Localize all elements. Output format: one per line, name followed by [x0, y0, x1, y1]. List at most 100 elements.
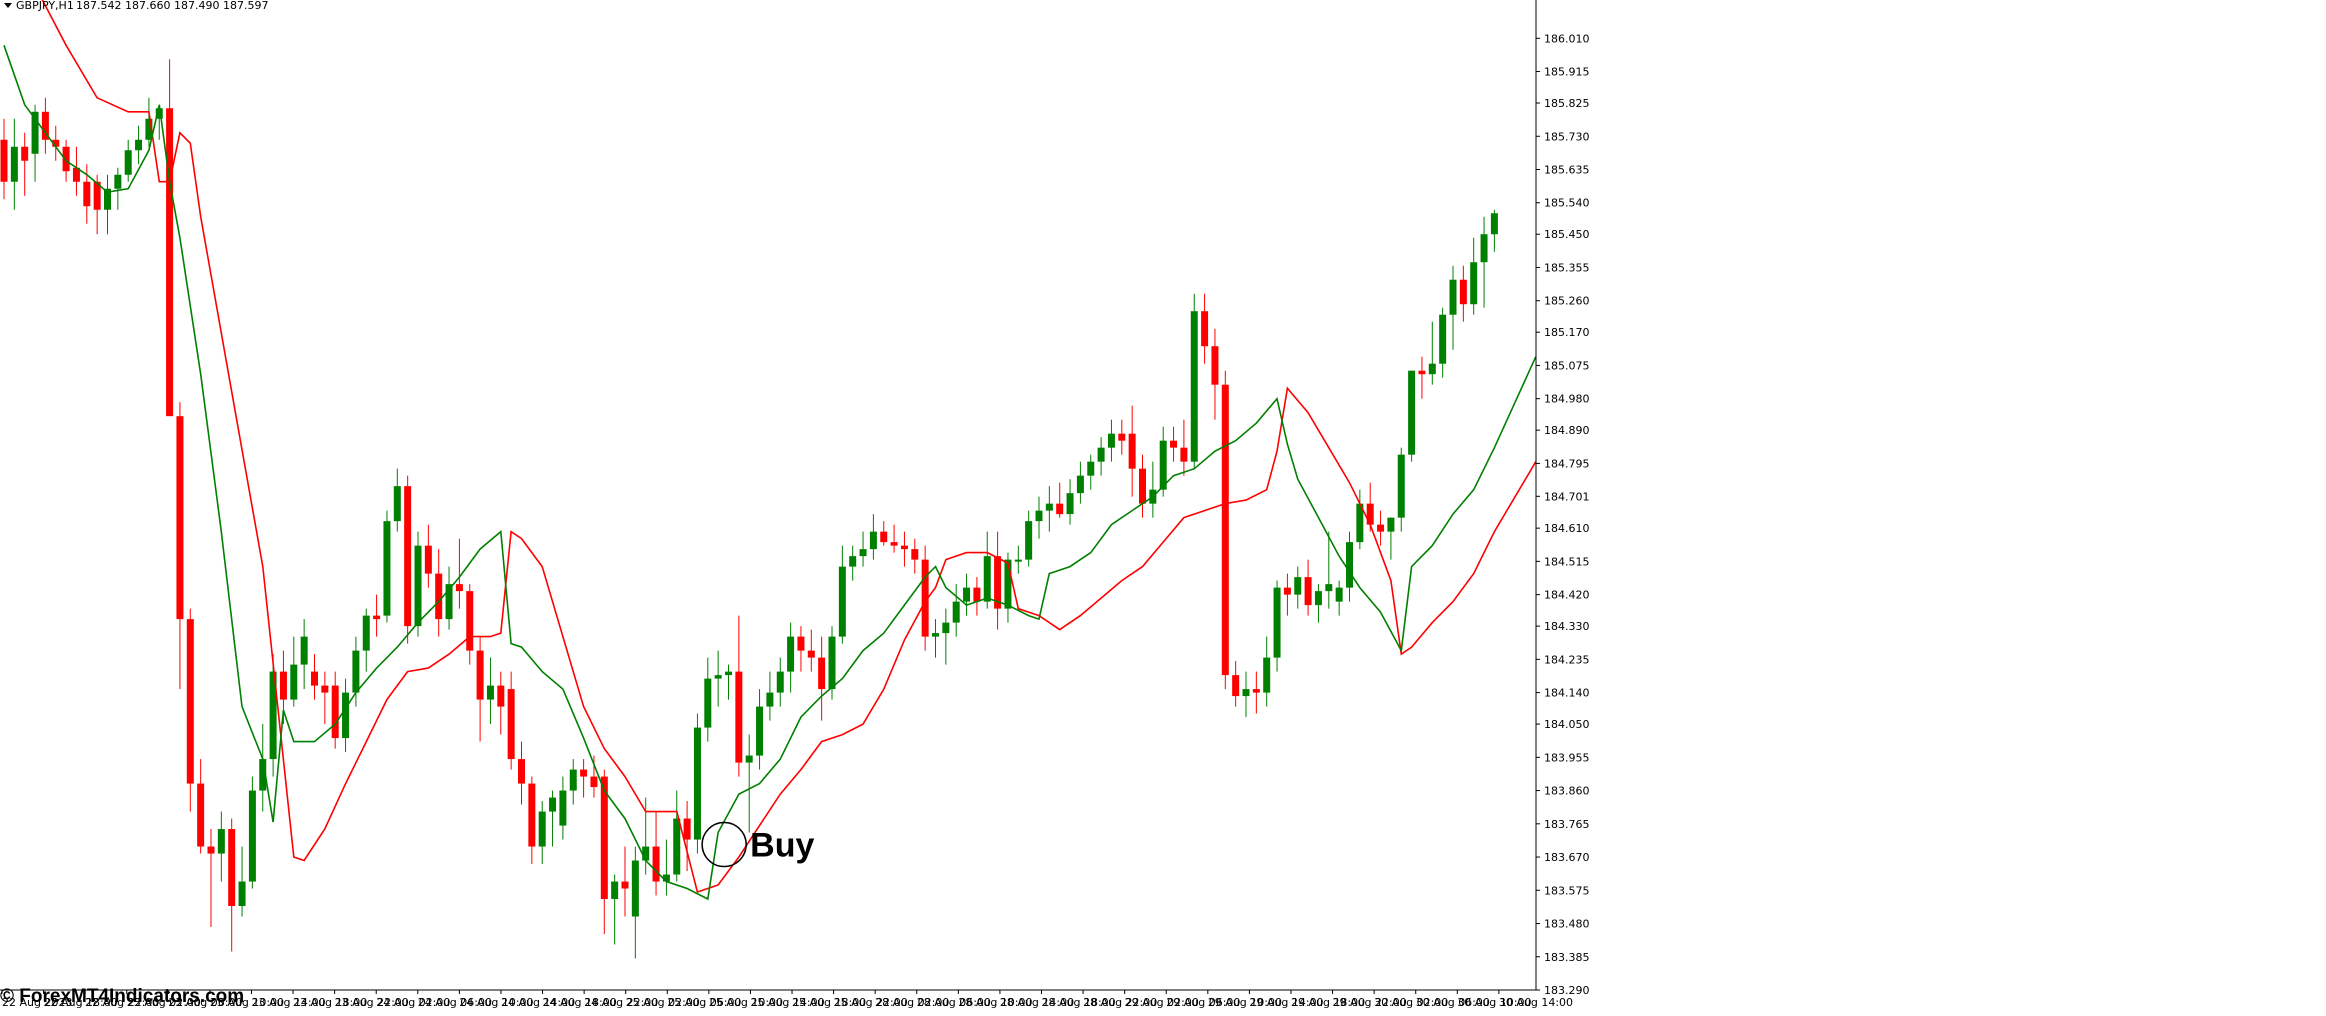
candle[interactable]: [1035, 496, 1043, 539]
candle[interactable]: [290, 636, 298, 707]
candle[interactable]: [135, 125, 143, 165]
candle[interactable]: [1211, 328, 1219, 420]
candle[interactable]: [849, 545, 857, 581]
candle[interactable]: [1397, 447, 1405, 532]
candle[interactable]: [238, 846, 246, 917]
candle[interactable]: [1480, 216, 1488, 308]
candle[interactable]: [507, 671, 515, 770]
candle[interactable]: [486, 657, 494, 725]
candle[interactable]: [611, 874, 619, 945]
candle[interactable]: [72, 146, 80, 196]
candle[interactable]: [693, 713, 701, 854]
candle[interactable]: [518, 741, 525, 805]
candle[interactable]: [600, 769, 608, 935]
candle[interactable]: [114, 167, 122, 210]
candle[interactable]: [745, 734, 753, 833]
candle[interactable]: [41, 97, 49, 154]
candle[interactable]: [1325, 531, 1333, 609]
candle[interactable]: [714, 650, 722, 707]
price-axis[interactable]: 186.010 185.915 185.825 185.730 185.635 185.5…: [0, 0, 1590, 997]
candle[interactable]: [735, 615, 743, 777]
candle[interactable]: [973, 577, 981, 616]
candle[interactable]: [1294, 566, 1302, 609]
candle[interactable]: [1025, 510, 1033, 567]
candle[interactable]: [932, 619, 939, 658]
candle[interactable]: [166, 59, 174, 417]
candle[interactable]: [1252, 671, 1260, 714]
candle[interactable]: [890, 524, 898, 553]
candle[interactable]: [269, 654, 277, 777]
candle[interactable]: [952, 584, 960, 637]
candle[interactable]: [321, 671, 329, 725]
candle[interactable]: [569, 759, 577, 805]
candle[interactable]: [176, 402, 184, 690]
candle[interactable]: [424, 524, 432, 588]
candle[interactable]: [1190, 293, 1198, 469]
candle[interactable]: [911, 538, 919, 574]
candle[interactable]: [0, 118, 8, 200]
candle[interactable]: [1170, 426, 1178, 462]
candle[interactable]: [797, 626, 805, 672]
candle[interactable]: [331, 671, 339, 749]
candle[interactable]: [807, 629, 815, 672]
candle[interactable]: [869, 514, 877, 560]
candle[interactable]: [466, 584, 474, 665]
candle[interactable]: [766, 671, 774, 721]
candle[interactable]: [21, 132, 29, 196]
candle[interactable]: [404, 475, 412, 644]
candle[interactable]: [683, 801, 691, 872]
candle[interactable]: [1387, 517, 1395, 560]
candle[interactable]: [435, 549, 443, 637]
candle[interactable]: [362, 608, 370, 672]
candle[interactable]: [1180, 419, 1188, 476]
candle[interactable]: [186, 608, 194, 812]
candle[interactable]: [311, 654, 318, 700]
candle[interactable]: [104, 174, 111, 235]
candle[interactable]: [124, 139, 132, 182]
candle[interactable]: [983, 531, 991, 609]
candle[interactable]: [1470, 237, 1478, 315]
candle[interactable]: [1066, 479, 1074, 525]
candle[interactable]: [1242, 671, 1250, 718]
candle[interactable]: [352, 636, 360, 707]
candle[interactable]: [1418, 356, 1426, 399]
candle[interactable]: [1459, 265, 1467, 322]
candle[interactable]: [1128, 405, 1136, 497]
candle[interactable]: [1221, 370, 1229, 690]
candle[interactable]: [197, 759, 205, 854]
candle[interactable]: [1056, 482, 1064, 518]
candle[interactable]: [259, 724, 267, 812]
candle[interactable]: [631, 846, 639, 959]
candle[interactable]: [621, 846, 629, 917]
candle[interactable]: [1283, 573, 1291, 616]
candle[interactable]: [1139, 454, 1146, 518]
candle[interactable]: [1232, 661, 1240, 707]
candle[interactable]: [1076, 461, 1084, 504]
candle[interactable]: [1045, 486, 1053, 532]
candle[interactable]: [217, 811, 225, 882]
candle[interactable]: [1107, 419, 1115, 462]
candle[interactable]: [497, 671, 505, 735]
candle[interactable]: [756, 689, 764, 770]
candle[interactable]: [228, 818, 236, 952]
candle[interactable]: [1014, 545, 1022, 574]
candle[interactable]: [1428, 321, 1436, 385]
candle[interactable]: [880, 521, 888, 546]
candle[interactable]: [1449, 265, 1457, 350]
candle[interactable]: [1087, 454, 1095, 490]
candle[interactable]: [248, 776, 256, 889]
candle[interactable]: [414, 531, 422, 637]
candle[interactable]: [549, 790, 557, 847]
candle[interactable]: [1356, 489, 1364, 550]
candle[interactable]: [787, 622, 795, 693]
candle[interactable]: [1304, 559, 1312, 616]
candle[interactable]: [455, 538, 463, 609]
collapse-triangle-icon[interactable]: [4, 3, 12, 8]
candle[interactable]: [1118, 419, 1126, 455]
candle[interactable]: [300, 619, 308, 690]
candle[interactable]: [994, 531, 1002, 630]
candle[interactable]: [838, 545, 846, 644]
candle[interactable]: [476, 636, 484, 742]
candle[interactable]: [52, 125, 60, 161]
